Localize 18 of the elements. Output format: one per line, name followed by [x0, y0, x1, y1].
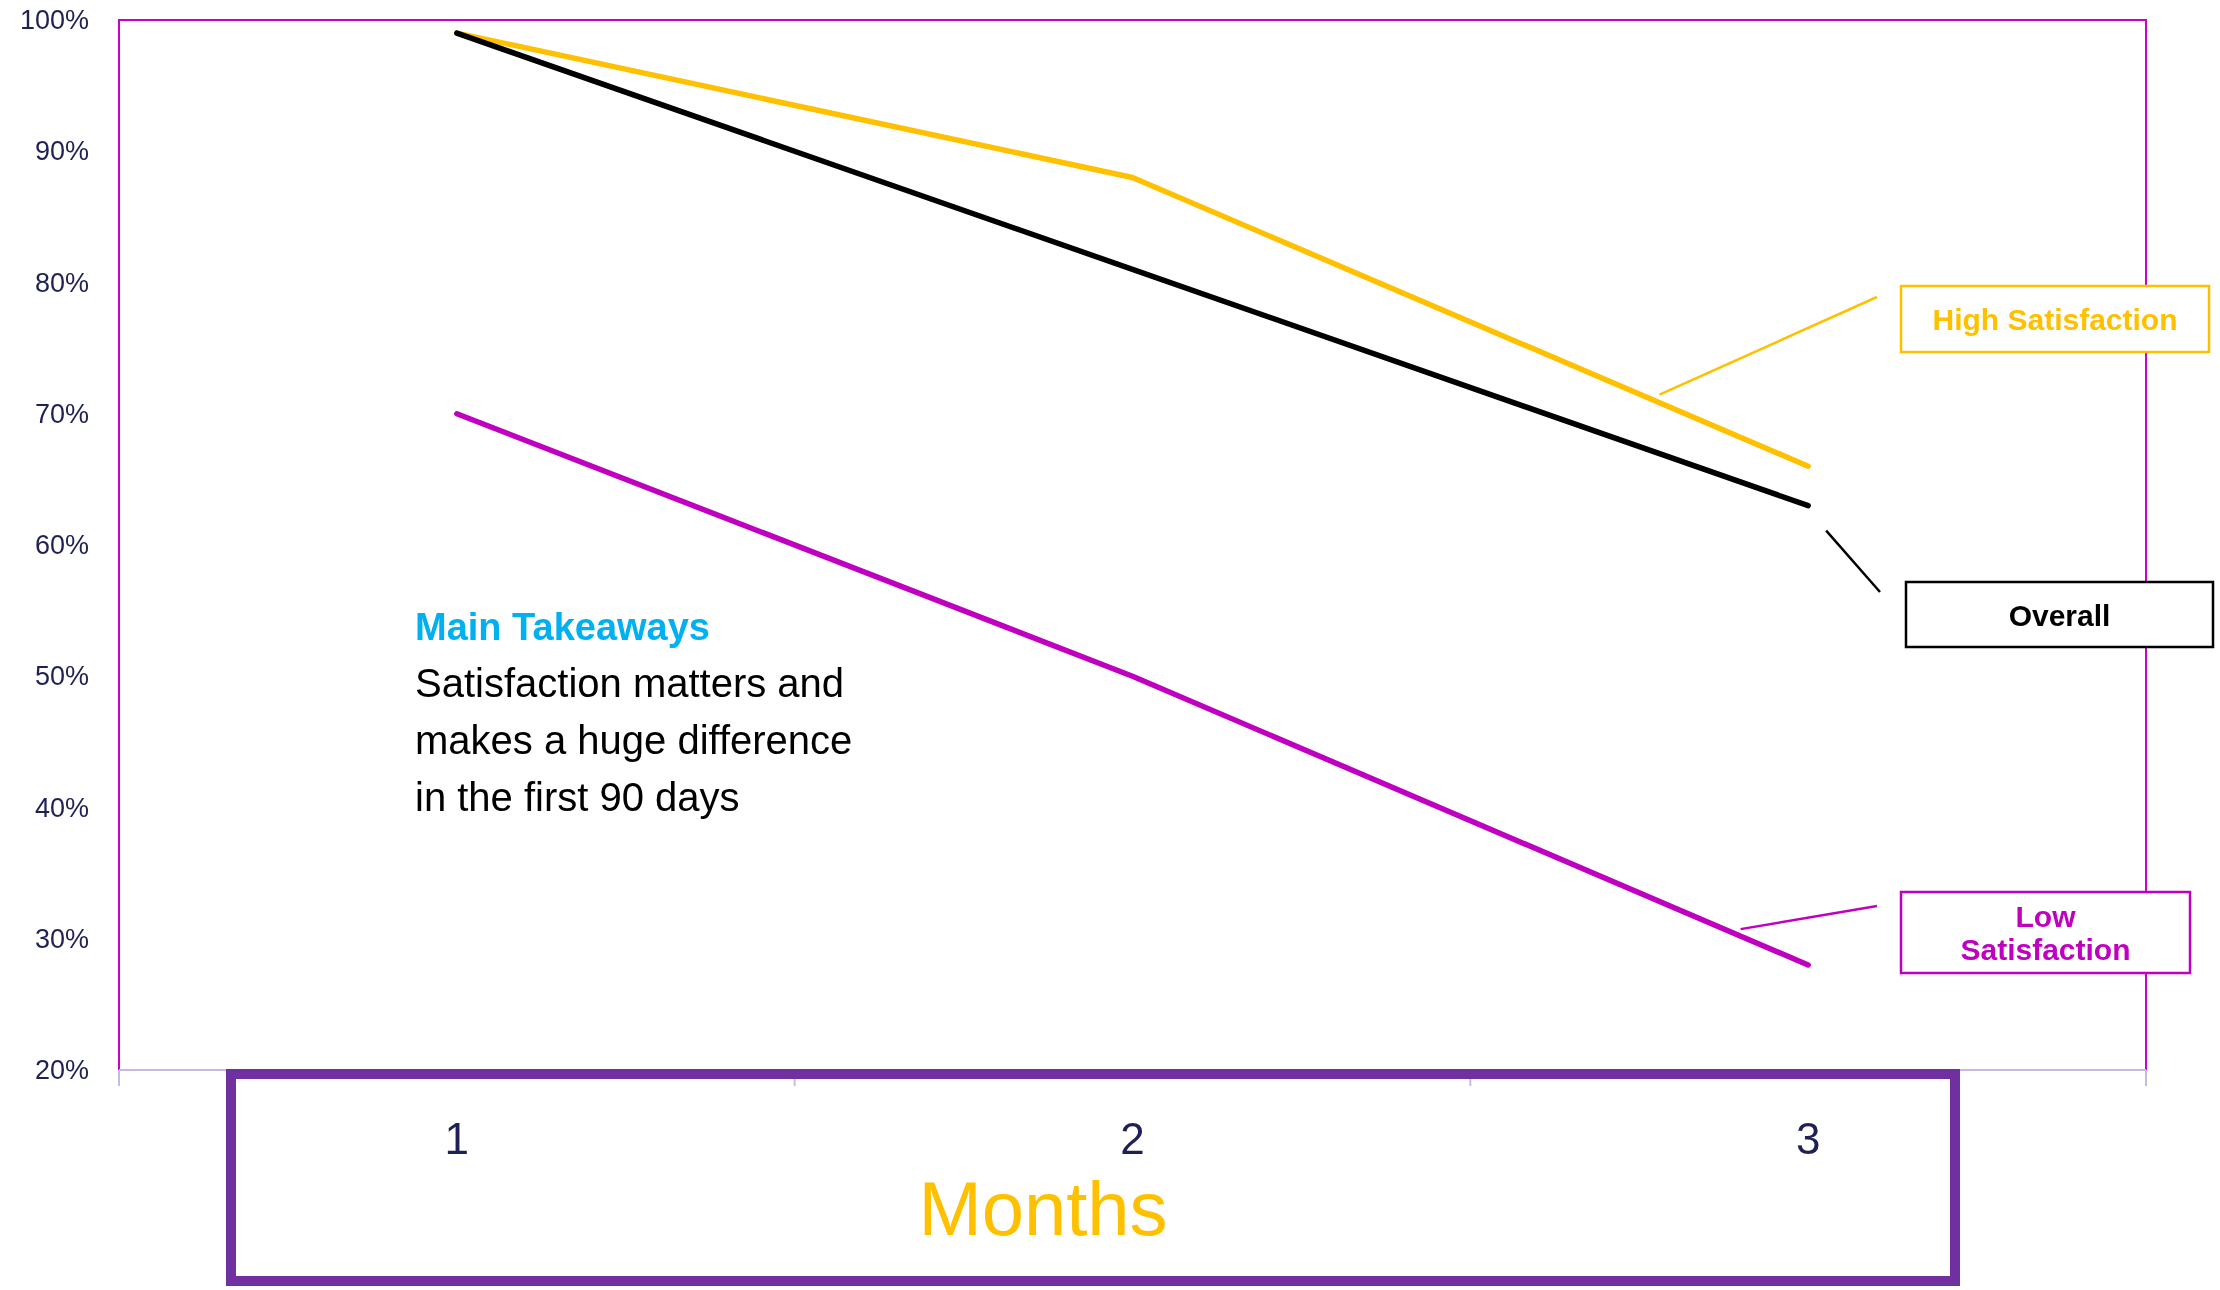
- text: Low Satisfaction: [1960, 899, 2131, 966]
- y-tick-label: 30%: [34, 923, 89, 954]
- annotation: Satisfaction matters and makes a huge difference in the first 90 days: [415, 661, 853, 819]
- text: High Satisfaction: [1932, 302, 2178, 336]
- y-tick-label: 100%: [19, 5, 89, 35]
- text: Overall: [2008, 598, 2111, 631]
- y-tick-label: 60%: [34, 530, 89, 560]
- x-tick-label: 3: [1795, 1114, 1821, 1163]
- y-tick-label: 80%: [34, 267, 89, 298]
- y-tick-label: 20%: [34, 1055, 89, 1085]
- y-tick-label: 50%: [34, 661, 89, 692]
- y-tick-label: 90%: [34, 136, 89, 167]
- x-axis-title: Months: [918, 1166, 1168, 1251]
- x-tick-label: 2: [1120, 1114, 1145, 1163]
- x-tick-label: 1: [444, 1114, 470, 1163]
- y-tick-label: 70%: [34, 398, 89, 429]
- annotation: Main Takeaways: [415, 606, 711, 648]
- y-tick-label: 40%: [34, 792, 89, 823]
